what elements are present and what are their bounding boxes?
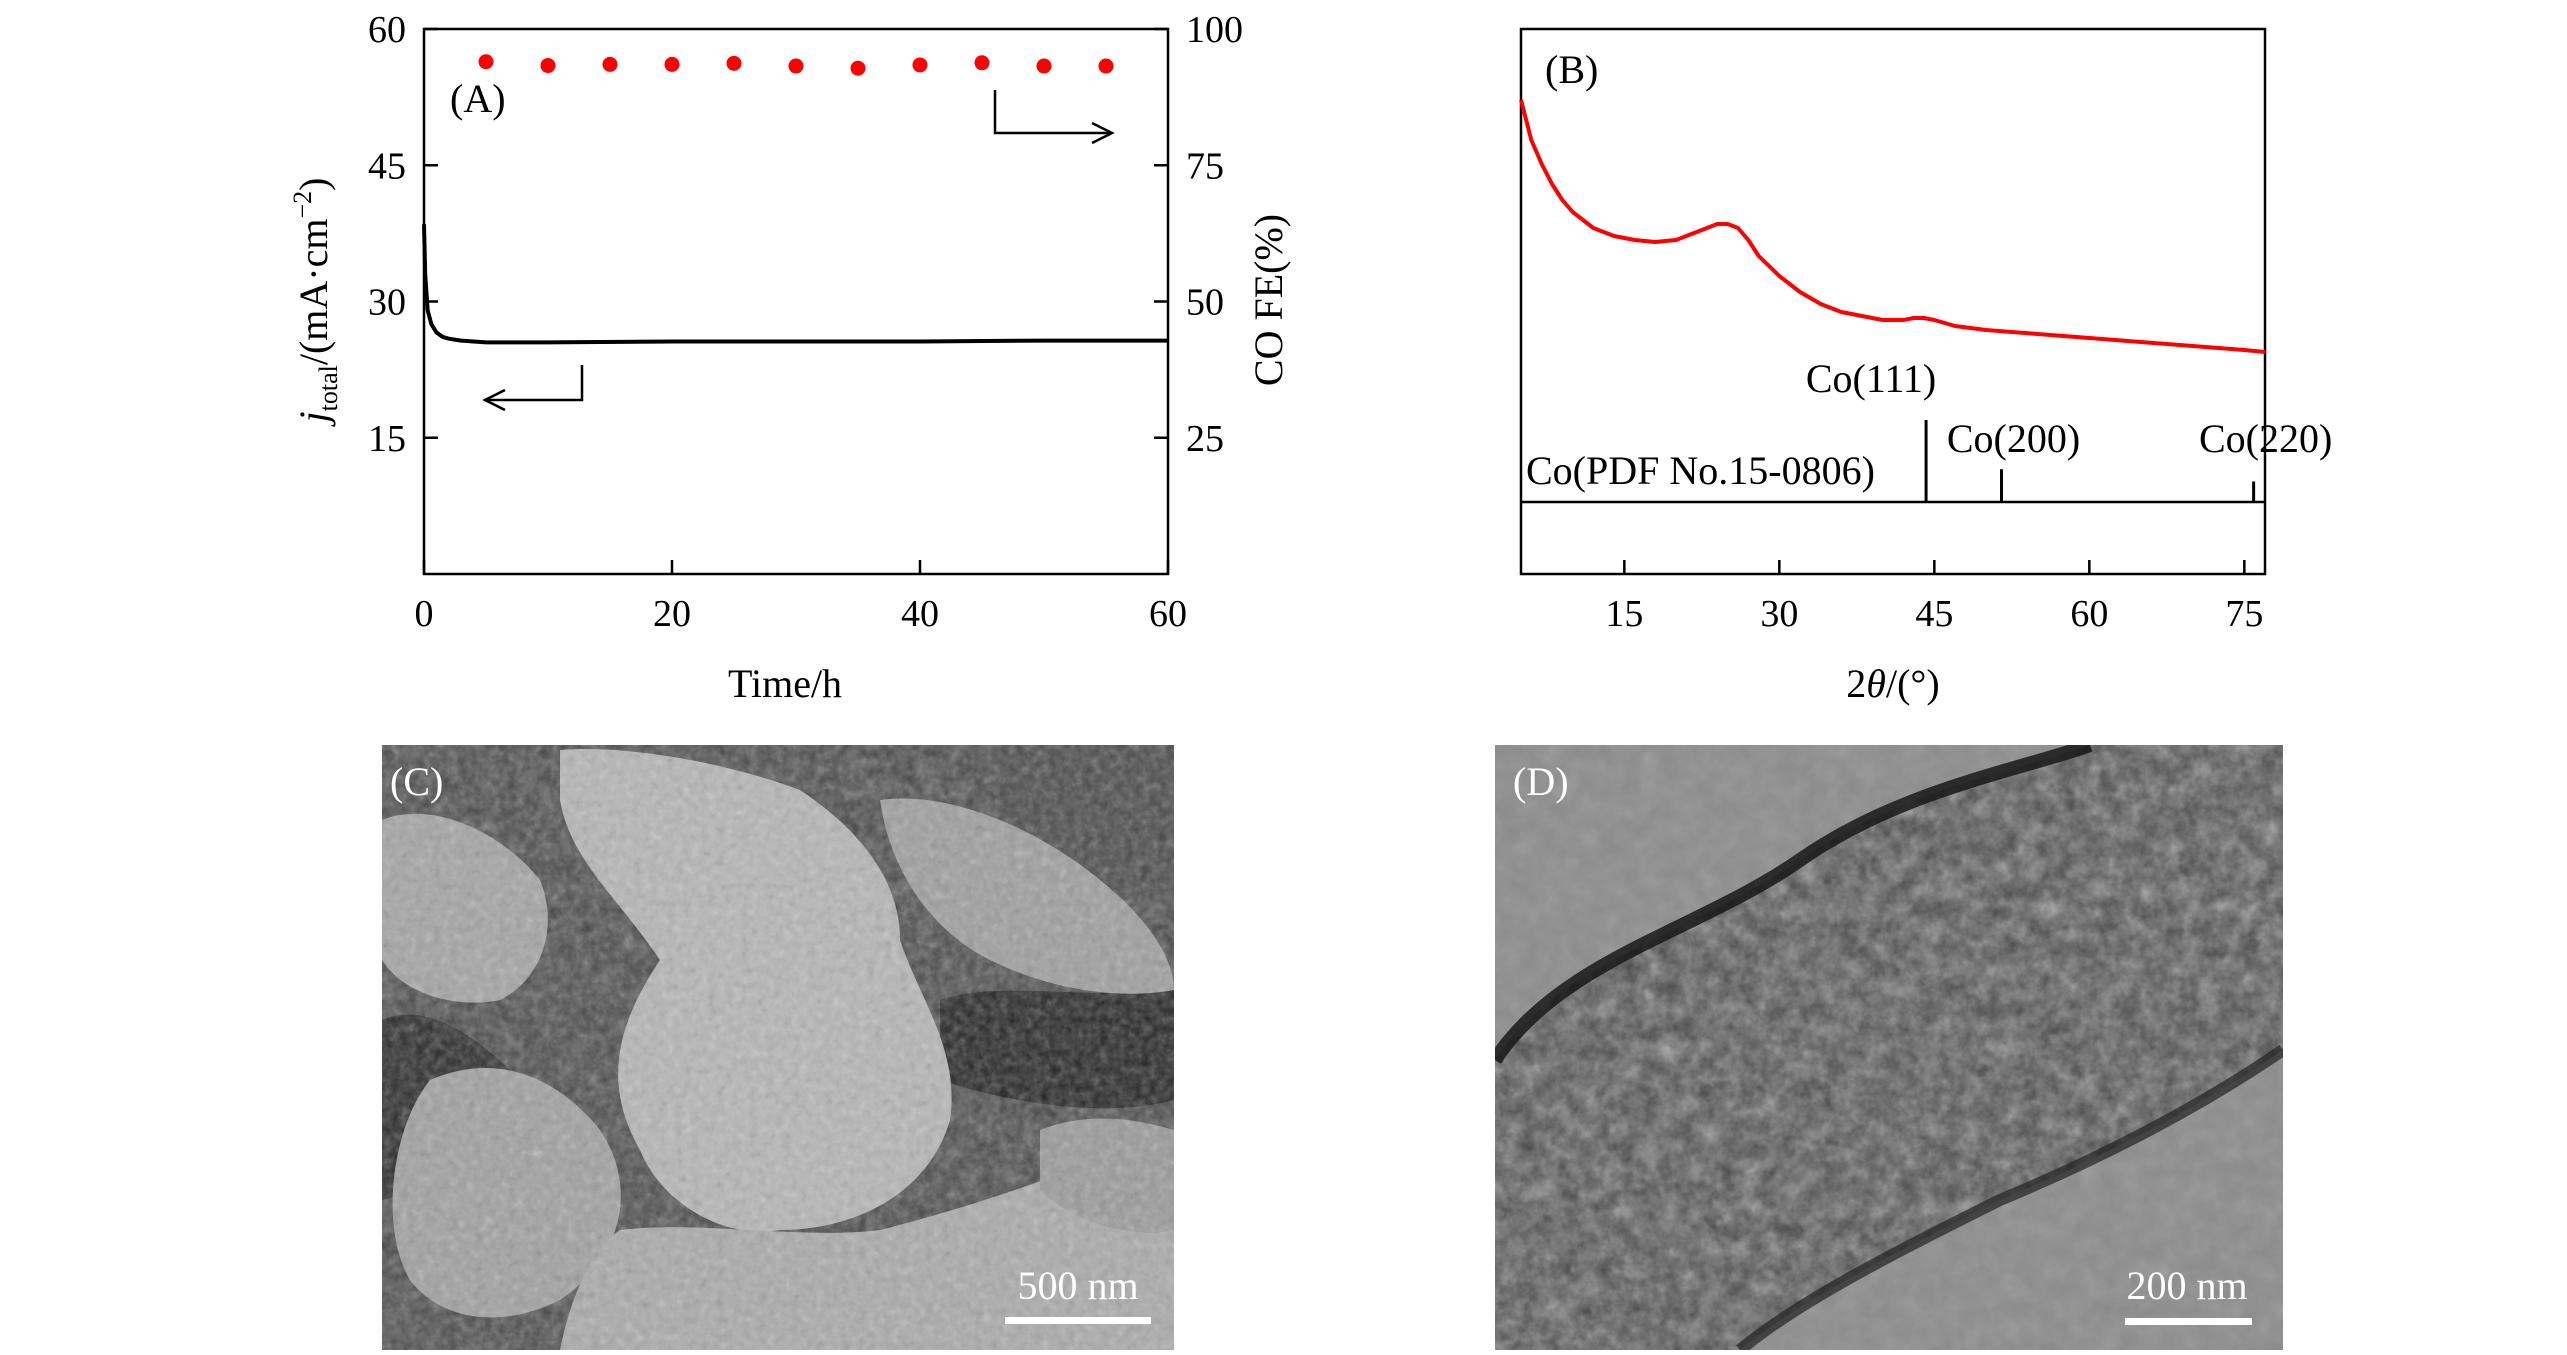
x-tick-label-a: 0 [415, 593, 434, 635]
right-axis-arrow-icon [993, 90, 1115, 145]
co-fe-point [726, 55, 742, 71]
x-tick-label-b: 60 [2070, 593, 2108, 635]
y-right-tick-label: 75 [1186, 145, 1224, 187]
panel-a-label: (A) [450, 76, 506, 121]
xrd-pattern-line [1519, 99, 2266, 354]
co-fe-point [664, 56, 680, 72]
x-tick-label-b: 30 [1760, 593, 1798, 635]
y-left-tick-label: 15 [368, 418, 406, 460]
chart-panel-b: 15 30 45 60 75 Co(111)Co(200) Co(220) (B) Co(… [1519, 27, 2332, 706]
x-tick-label-b: 45 [1915, 593, 1953, 635]
reference-peak-label: Co(111) [1806, 356, 1936, 401]
panel-a-frame [422, 27, 1170, 576]
x-axis-title-a: Time/h [728, 661, 842, 706]
co-fe-point [1098, 58, 1114, 74]
co-fe-point [602, 56, 618, 72]
left-axis-arrow-icon [482, 365, 584, 412]
co-fe-point [788, 58, 804, 74]
y-axis-right-title: CO FE(%) [1246, 214, 1291, 386]
x-axis-title-b: 2θ/(°) [1846, 661, 1939, 706]
co-fe-point [912, 57, 928, 73]
x-tick-label-a: 60 [1149, 593, 1187, 635]
x-tick-label-b: 75 [2225, 593, 2263, 635]
co-fe-point [540, 58, 556, 74]
panel-b-frame [1519, 27, 2267, 576]
x-tick-label-a: 40 [901, 593, 939, 635]
y-axis-left-title: jtotal/(mA·cm−2) [288, 178, 343, 428]
co-fe-point [478, 54, 494, 70]
tem-image: (D) 200 nm [1495, 745, 2283, 1350]
panel-c-label: (C) [390, 759, 443, 804]
chart-panel-a: 0 20 40 60 15 30 45 60 25 50 75 100 (A) Time/h jt… [288, 9, 1291, 706]
scale-bar-c [1005, 1317, 1151, 1324]
reference-peak-label: Co(220) [2199, 416, 2332, 461]
scale-bar-label-d: 200 nm [2126, 1263, 2247, 1308]
y-right-tick-label: 100 [1186, 9, 1243, 51]
co-fe-point [1036, 58, 1052, 74]
y-right-tick-label: 25 [1186, 418, 1224, 460]
y-left-tick-label: 60 [368, 9, 406, 51]
co-fe-point [974, 55, 990, 71]
panel-b-label: (B) [1545, 47, 1598, 92]
sem-image: (C) 500 nm [382, 745, 1174, 1350]
reference-pattern-label: Co(PDF No.15-0806) [1526, 448, 1875, 493]
scale-bar-d [2125, 1318, 2252, 1325]
y-right-tick-label: 50 [1186, 282, 1224, 324]
reference-peak-label: Co(200) [1947, 416, 2080, 461]
co-fe-point [850, 60, 866, 76]
y-left-tick-label: 30 [368, 282, 406, 324]
current-density-line [422, 224, 1168, 345]
x-tick-label-b: 15 [1605, 593, 1643, 635]
x-tick-label-a: 20 [653, 593, 691, 635]
y-left-tick-label: 45 [368, 145, 406, 187]
panel-d-label: (D) [1513, 759, 1569, 804]
scale-bar-label-c: 500 nm [1017, 1263, 1138, 1308]
